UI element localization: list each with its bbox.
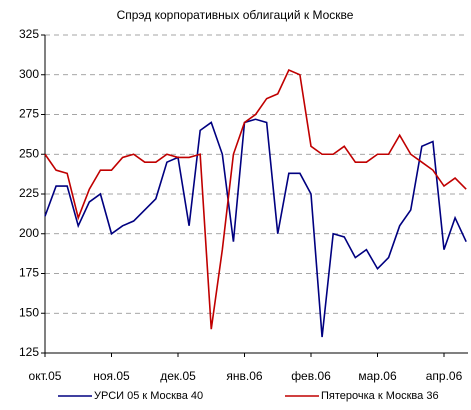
legend-label: Пятерочка к Москва 36 [321,390,439,402]
line-series [44,118,467,338]
y-tick-label: 200 [19,226,39,240]
x-tick-label: мар.06 [358,369,397,383]
y-tick-label: 125 [19,345,39,359]
x-tick-label: дек.05 [160,369,196,383]
x-tick-label: фев.06 [291,369,331,383]
x-tick-label: окт.05 [29,369,62,383]
x-tick-label: ноя.05 [93,369,130,383]
y-tick-label: 300 [19,67,39,81]
x-tick-label: апр.06 [426,369,463,383]
chart-title: Спрэд корпоративных облигаций к Москве [117,8,354,22]
legend-label: УРСИ 05 к Москва 40 [94,390,203,402]
y-tick-label: 275 [19,107,39,121]
y-tick-label: 325 [19,27,39,41]
y-tick-label: 150 [19,305,39,319]
y-tick-label: 250 [19,146,39,160]
line-series [44,68,467,330]
y-tick-label: 175 [19,266,39,280]
y-tick-label: 225 [19,186,39,200]
x-tick-label: янв.06 [226,369,263,383]
